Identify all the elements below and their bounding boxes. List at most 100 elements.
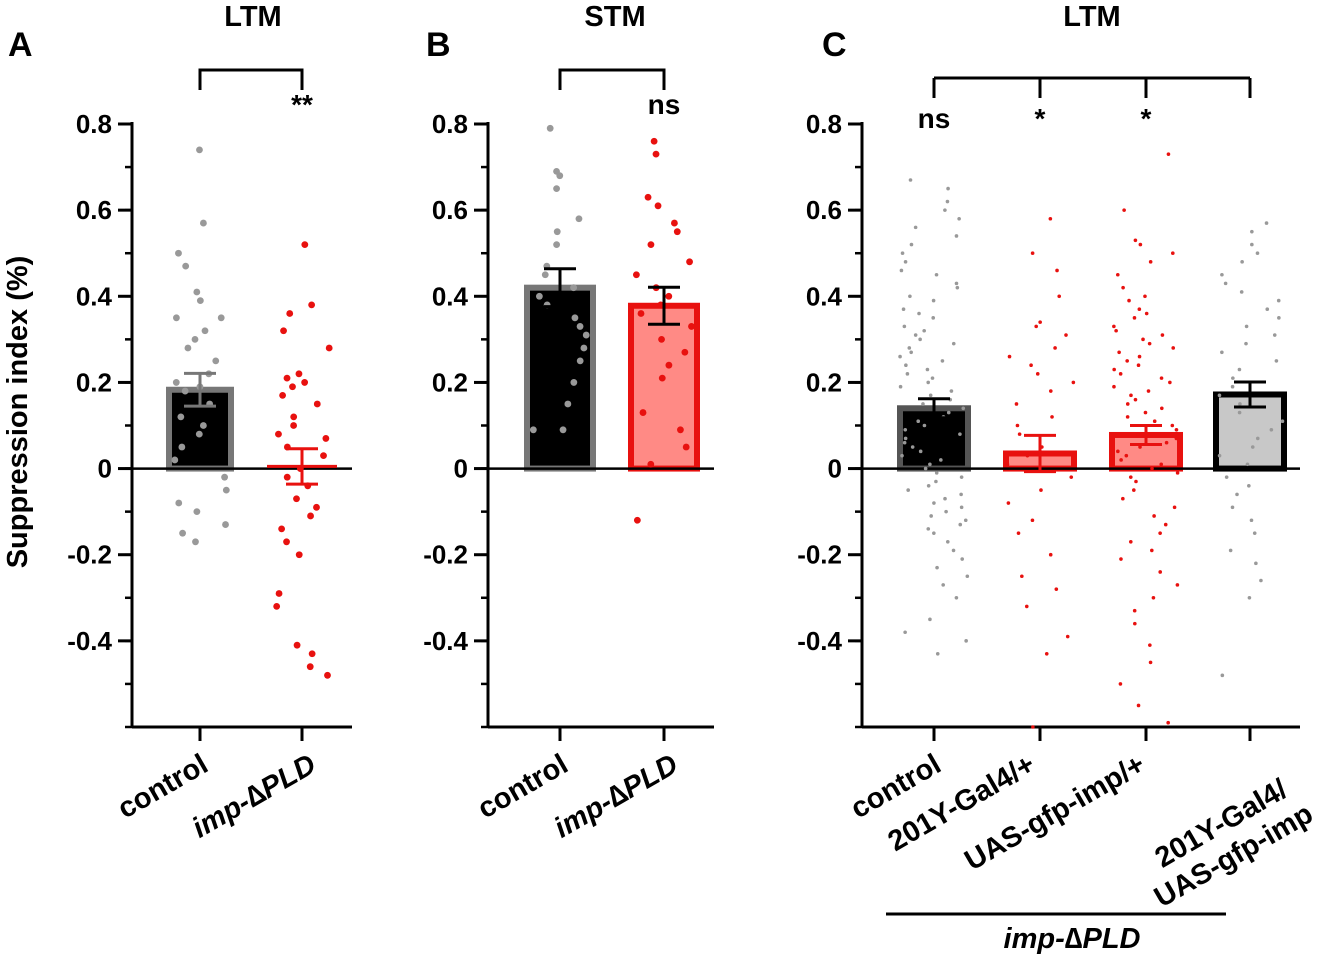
data-point [275, 430, 282, 438]
data-point [1007, 354, 1012, 359]
data-point [324, 671, 331, 679]
data-point [1148, 260, 1153, 264]
data-point [935, 565, 939, 570]
data-point [1159, 462, 1164, 467]
panel-b-marks: -0.4 -0.2 0 0.2 0.4 0.6 0.8 ns [423, 68, 714, 741]
data-point [320, 452, 327, 460]
y-tick-label: 0.2 [806, 367, 842, 397]
data-point [945, 199, 950, 204]
data-point [182, 262, 190, 270]
data-point [1171, 251, 1175, 256]
data-point [1280, 419, 1285, 423]
data-point [1174, 436, 1179, 441]
data-point [313, 400, 321, 408]
data-point [926, 484, 931, 488]
data-point [1166, 720, 1170, 725]
data-point [1121, 285, 1125, 290]
data-point [553, 185, 560, 193]
data-point [212, 357, 220, 365]
data-point [934, 272, 939, 277]
data-point [193, 508, 201, 516]
data-point [1160, 406, 1164, 411]
panel-a-xlabel-imp: imp-∆PLD [187, 748, 322, 844]
data-point [955, 285, 960, 290]
data-point [900, 453, 904, 458]
data-point [949, 389, 954, 393]
data-point [1124, 453, 1129, 458]
data-point [943, 208, 947, 212]
significance-label: * [1035, 103, 1046, 134]
data-point [556, 172, 564, 180]
data-point [1237, 367, 1242, 372]
data-point [280, 327, 287, 335]
data-point [1132, 608, 1137, 613]
data-point [290, 413, 298, 421]
data-point [1138, 242, 1143, 247]
data-point [1255, 436, 1260, 441]
data-point [196, 146, 203, 154]
data-point [647, 460, 655, 468]
data-point [931, 316, 936, 320]
data-point [177, 413, 185, 421]
data-point [222, 521, 229, 528]
panel-c: C LTM -0.4-0.200.20.40.60.8 ns * * control … [797, 1, 1318, 955]
data-point [1150, 548, 1154, 553]
data-point [1160, 333, 1165, 337]
data-point [1133, 238, 1138, 243]
data-point [946, 186, 950, 191]
data-point [906, 488, 910, 492]
data-point [275, 590, 283, 597]
data-point [1175, 471, 1180, 475]
data-point [958, 432, 962, 436]
data-point [945, 539, 950, 544]
data-point [1240, 260, 1244, 264]
data-point [172, 314, 180, 322]
panel-a: A LTM -0.4-0.200.20.40.60.8** control im… [8, 1, 352, 845]
significance-label: ns [918, 103, 951, 134]
data-point [1168, 380, 1172, 385]
data-point [570, 284, 578, 292]
data-point [1235, 492, 1239, 497]
data-point [1150, 466, 1154, 471]
data-point [1148, 643, 1152, 647]
data-point [658, 374, 666, 382]
data-point [283, 538, 290, 546]
data-point [535, 292, 543, 300]
data-point [1125, 415, 1130, 419]
data-point [918, 337, 922, 342]
data-point [1044, 651, 1049, 656]
data-point [1025, 453, 1030, 458]
data-point [902, 440, 907, 445]
data-point [178, 443, 186, 451]
data-point [1118, 682, 1123, 686]
data-point [1164, 440, 1169, 445]
panel-c-marks: -0.4 -0.2 0 0.2 0.4 0.6 0.8 ns * * [797, 76, 1300, 741]
data-point [1134, 479, 1138, 484]
data-point [959, 505, 964, 510]
data-point [941, 583, 945, 587]
data-point [1116, 449, 1120, 454]
data-point [1138, 445, 1142, 449]
data-point [301, 379, 309, 386]
data-point [1048, 552, 1053, 557]
data-point [1174, 428, 1179, 432]
data-point [1038, 320, 1042, 324]
data-point [652, 150, 660, 158]
data-point [1006, 501, 1011, 505]
data-point [172, 379, 180, 386]
data-point [639, 409, 647, 416]
data-point [289, 383, 296, 391]
data-point [1148, 660, 1153, 665]
data-point [658, 335, 665, 343]
data-point [1016, 531, 1021, 535]
data-point [928, 393, 933, 398]
data-point [1143, 294, 1147, 299]
data-point [913, 333, 918, 337]
data-point [1119, 557, 1123, 561]
data-point [932, 531, 936, 535]
data-point [928, 617, 932, 622]
data-point [553, 241, 561, 249]
data-point [1220, 350, 1224, 355]
data-point [959, 492, 963, 497]
